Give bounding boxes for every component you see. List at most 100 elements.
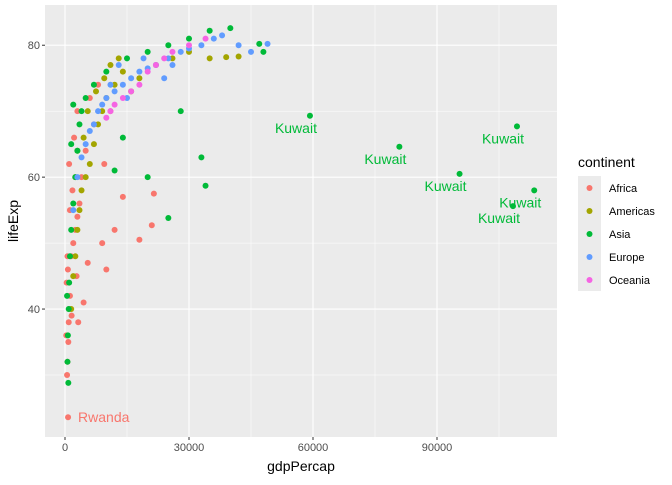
data-point-africa (136, 236, 143, 243)
data-point-europe (115, 62, 122, 69)
data-point-asia (82, 94, 89, 101)
legend-key-europe (586, 254, 593, 260)
legend-label: Oceania (609, 275, 651, 287)
data-point-asia (177, 108, 184, 115)
point-label: Kuwait (364, 151, 406, 167)
data-point-americas (90, 141, 97, 148)
point-label: Kuwait (499, 194, 541, 210)
data-point-asia (65, 306, 72, 313)
legend-title: continent (578, 154, 635, 170)
data-point-africa (111, 226, 118, 233)
data-point-europe (78, 154, 85, 161)
data-point-europe (248, 48, 255, 55)
data-point-oceania (144, 68, 151, 75)
data-point-asia (68, 226, 75, 233)
data-point-asia (256, 40, 263, 47)
data-point-asia (70, 101, 77, 108)
data-point-africa (84, 259, 91, 266)
data-point-europe (219, 32, 226, 39)
data-point-americas (136, 75, 143, 82)
legend-label: Americas (609, 206, 655, 218)
data-point-oceania (107, 108, 114, 115)
data-point-asia (260, 48, 267, 55)
data-point-americas (82, 174, 89, 181)
data-point-europe (124, 94, 131, 101)
data-point-americas (107, 62, 114, 69)
data-point-oceania (136, 81, 143, 88)
data-point-asia (65, 379, 72, 386)
data-point-americas (223, 54, 230, 61)
legend-key-oceania (586, 277, 593, 283)
legend-key-asia (586, 231, 593, 237)
data-point-americas (235, 53, 242, 60)
data-point-asia (202, 182, 209, 189)
data-point-americas (86, 160, 93, 167)
data-point-asia (144, 48, 151, 55)
x-tick-label: 90000 (422, 442, 453, 454)
data-point-americas (78, 187, 85, 194)
data-point-asia (64, 358, 71, 365)
data-point-europe (161, 75, 168, 82)
point-label: Kuwait (478, 210, 520, 226)
data-point-africa (148, 222, 155, 229)
data-point-americas (93, 88, 100, 95)
data-point-africa (95, 81, 102, 88)
data-point-europe (103, 94, 110, 101)
data-point-asia (165, 42, 172, 49)
data-point-asia (90, 81, 97, 88)
data-point-europe (107, 81, 114, 88)
data-point-africa (65, 339, 72, 346)
data-point-africa (65, 414, 72, 421)
data-point-asia (513, 123, 520, 130)
legend-key-americas (586, 208, 593, 214)
data-point-europe (99, 101, 106, 108)
data-point-asia (76, 121, 83, 128)
y-tick-label: 80 (28, 40, 40, 52)
data-point-europe (70, 207, 77, 214)
data-point-asia (227, 25, 234, 32)
data-point-asia (111, 167, 118, 174)
y-tick-label: 60 (28, 172, 40, 184)
data-point-africa (80, 299, 87, 306)
data-point-oceania (128, 88, 135, 95)
x-tick-label: 60000 (298, 442, 329, 454)
point-label: Kuwait (425, 178, 467, 194)
data-point-asia (68, 141, 75, 148)
point-label: Kuwait (482, 130, 524, 146)
data-point-oceania (186, 42, 193, 49)
data-point-asia (509, 203, 516, 210)
data-point-europe (169, 62, 176, 69)
data-point-americas (99, 108, 106, 115)
data-point-africa (68, 312, 75, 319)
data-point-oceania (103, 114, 110, 121)
data-point-africa (65, 319, 72, 326)
data-point-africa (150, 190, 157, 197)
data-point-americas (84, 108, 91, 115)
data-point-europe (82, 141, 89, 148)
data-point-asia (396, 143, 403, 150)
data-point-oceania (169, 48, 176, 55)
data-point-americas (74, 226, 81, 233)
data-point-europe (86, 127, 93, 134)
data-point-oceania (111, 101, 118, 108)
data-point-africa (99, 240, 106, 247)
legend-label: Europe (609, 252, 644, 264)
data-point-africa (86, 94, 93, 101)
data-point-europe (128, 75, 135, 82)
data-point-africa (70, 240, 77, 247)
data-point-asia (144, 174, 151, 181)
data-point-asia (124, 55, 131, 62)
data-point-asia (531, 187, 538, 194)
data-point-oceania (161, 55, 168, 62)
data-point-europe (111, 88, 118, 95)
data-point-oceania (202, 35, 209, 42)
data-point-europe (235, 42, 242, 49)
y-axis-title: lifeExp (5, 200, 21, 242)
data-point-europe (95, 108, 102, 115)
data-point-africa (64, 266, 71, 273)
data-point-africa (69, 187, 76, 194)
data-point-oceania (119, 94, 126, 101)
data-point-europe (140, 55, 147, 62)
data-point-asia (119, 134, 126, 141)
